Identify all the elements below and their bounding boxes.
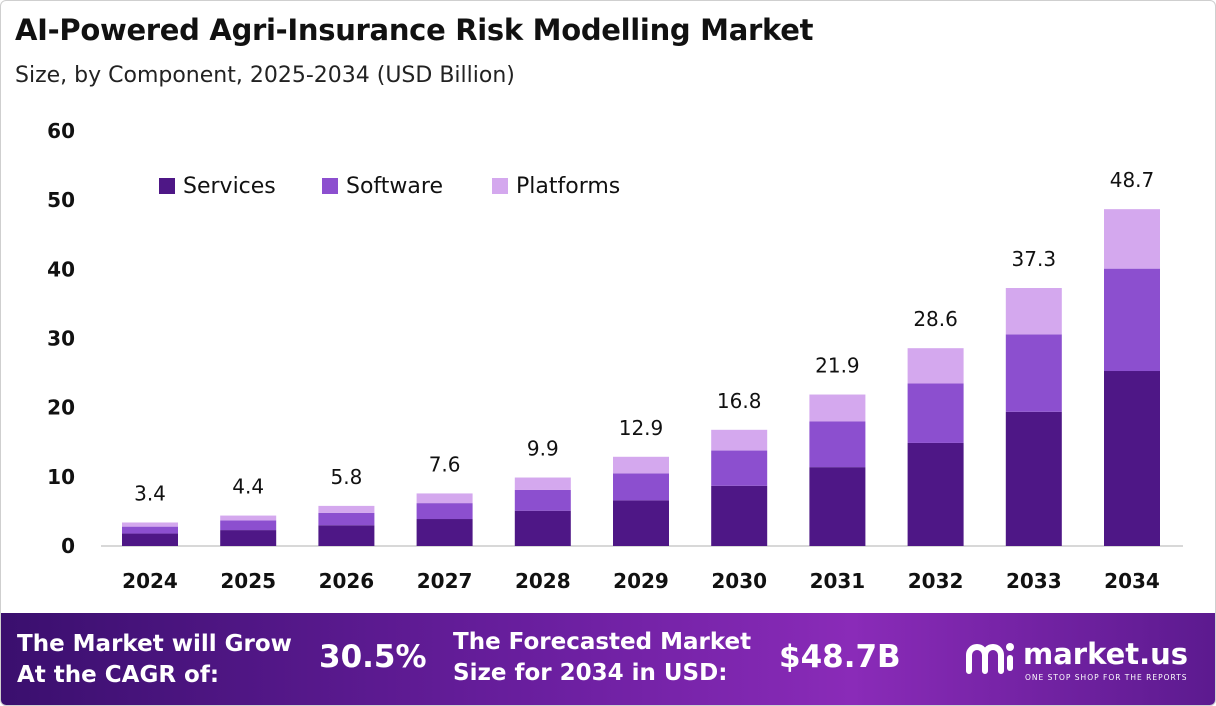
x-tick-label: 2034 <box>1104 569 1160 593</box>
forecast-label-line1: The Forecasted Market <box>453 629 752 655</box>
brand-name: market.us <box>1023 637 1189 671</box>
x-tick-label: 2025 <box>220 569 276 593</box>
total-value-label: 12.9 <box>619 416 664 440</box>
cagr-label: The Market will Grow At the CAGR of: <box>17 629 292 691</box>
chart-title: AI-Powered Agri-Insurance Risk Modelling… <box>15 13 814 47</box>
total-value-label: 48.7 <box>1110 168 1155 192</box>
brand-logo[interactable]: market.us ONE STOP SHOP FOR THE REPORTS <box>963 637 1188 682</box>
total-value-label: 7.6 <box>429 452 461 476</box>
x-tick-label: 2028 <box>515 569 571 593</box>
y-tick-label: 20 <box>47 396 75 420</box>
legend-swatch-platforms <box>492 178 508 194</box>
x-tick-label: 2030 <box>711 569 767 593</box>
y-axis: 0 10 20 30 40 50 60 <box>47 119 75 558</box>
bar-segment-platforms <box>907 348 964 384</box>
bar-segment-software <box>613 473 669 501</box>
x-tick-label: 2027 <box>417 569 473 593</box>
bar-segment-software <box>1005 334 1062 412</box>
bar-segment-software <box>318 512 375 526</box>
x-tick-label: 2029 <box>613 569 669 593</box>
bar-segment-platforms <box>122 522 178 527</box>
bar-segment-platforms <box>809 394 866 422</box>
total-value-label: 4.4 <box>232 475 264 499</box>
bar-segment-platforms <box>220 515 277 521</box>
bar-segment-software <box>809 421 866 468</box>
cagr-label-line2: At the CAGR of: <box>17 662 220 688</box>
y-tick-label: 50 <box>47 188 75 212</box>
chart-subtitle: Size, by Component, 2025-2034 (USD Billi… <box>15 63 515 88</box>
total-value-label: 37.3 <box>1012 247 1057 271</box>
total-value-label: 21.9 <box>815 354 860 378</box>
y-tick-label: 30 <box>47 327 75 351</box>
bar-segment-platforms <box>1005 288 1062 335</box>
market-us-logo-icon <box>966 643 1014 674</box>
bar-segment-software <box>122 526 178 534</box>
bar-segment-services <box>514 510 571 546</box>
bar-segment-software <box>220 520 277 531</box>
bar-segment-services <box>907 442 964 546</box>
bar-segment-platforms <box>1104 209 1160 269</box>
forecast-label: The Forecasted Market Size for 2034 in U… <box>453 627 751 689</box>
y-tick-label: 10 <box>47 465 75 489</box>
y-tick-label: 40 <box>47 257 75 281</box>
bar-segment-services <box>711 485 768 546</box>
bar-group: 3.4 2024 4.4 2025 5.8 2026 7.6 2027 9.9 2028 12.9 2… <box>101 168 1183 593</box>
legend-label-services: Services <box>183 174 276 199</box>
forecast-label-line2: Size for 2034 in USD: <box>453 660 728 686</box>
bar-segment-software <box>416 503 473 520</box>
footer-banner: The Market will Grow At the CAGR of: 30.… <box>1 613 1215 705</box>
brand-tagline: ONE STOP SHOP FOR THE REPORTS <box>1025 673 1188 682</box>
bar-segment-services <box>1005 411 1062 546</box>
y-tick-label: 0 <box>61 534 75 558</box>
bar-segment-platforms <box>514 477 571 490</box>
bar-segment-services <box>220 530 277 546</box>
bar-segment-platforms <box>613 456 669 474</box>
bar-segment-software <box>514 489 571 511</box>
legend: Services Software Platforms <box>159 174 620 199</box>
cagr-value: 30.5% <box>319 639 427 675</box>
legend-label-platforms: Platforms <box>516 174 620 199</box>
bar-segment-services <box>613 500 669 546</box>
legend-swatch-software <box>322 178 338 194</box>
bar-segment-services <box>809 467 866 546</box>
total-value-label: 9.9 <box>527 437 559 461</box>
bar-segment-software <box>711 450 768 486</box>
bar-segment-platforms <box>318 505 375 513</box>
x-tick-label: 2032 <box>908 569 964 593</box>
bar-segment-services <box>416 519 473 546</box>
bar-segment-platforms <box>416 493 473 504</box>
bar-segment-services <box>122 533 178 546</box>
total-value-label: 3.4 <box>134 481 166 505</box>
bar-segment-software <box>1104 268 1160 372</box>
x-tick-label: 2033 <box>1006 569 1062 593</box>
forecast-value: $48.7B <box>779 639 901 675</box>
total-value-label: 28.6 <box>913 307 958 331</box>
bar-segment-software <box>907 383 964 443</box>
bar-segment-services <box>1104 371 1160 546</box>
x-tick-label: 2031 <box>810 569 866 593</box>
y-tick-label: 60 <box>47 119 75 143</box>
x-tick-label: 2026 <box>319 569 375 593</box>
legend-swatch-services <box>159 178 175 194</box>
x-tick-label: 2024 <box>122 569 178 593</box>
total-value-label: 16.8 <box>717 389 762 413</box>
legend-label-software: Software <box>346 174 443 199</box>
bar-segment-platforms <box>711 429 768 451</box>
cagr-label-line1: The Market will Grow <box>17 631 292 657</box>
bar-segment-services <box>318 525 375 546</box>
total-value-label: 5.8 <box>330 465 362 489</box>
